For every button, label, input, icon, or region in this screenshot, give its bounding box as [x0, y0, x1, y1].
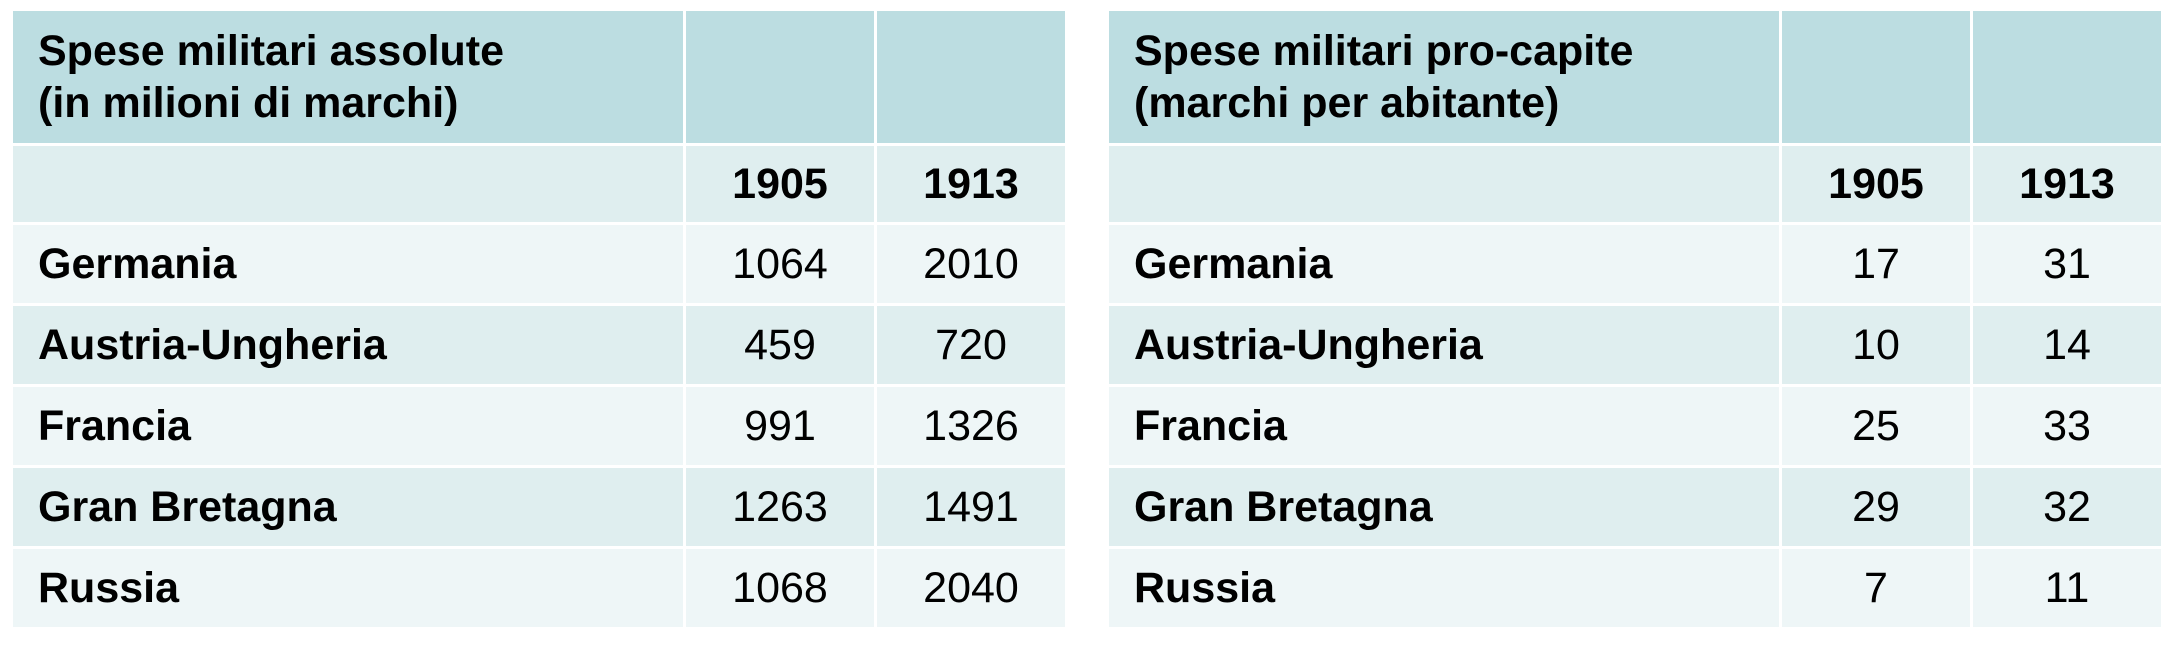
value-1913: 2010 — [877, 225, 1065, 303]
empty-header-cell — [1973, 11, 2161, 143]
table-row: Francia 991 1326 — [13, 387, 1065, 465]
table-row: Gran Bretagna 1263 1491 — [13, 468, 1065, 546]
value-1905: 991 — [686, 387, 874, 465]
country-name: Russia — [1109, 549, 1779, 627]
value-1905: 29 — [1782, 468, 1970, 546]
value-1913: 11 — [1973, 549, 2161, 627]
empty-year-label-cell — [1109, 146, 1779, 222]
table-subtitle-line: (in milioni di marchi) — [38, 79, 459, 127]
table-title-line: Spese militari assolute — [38, 27, 505, 75]
empty-header-cell — [877, 11, 1065, 143]
value-1905: 25 — [1782, 387, 1970, 465]
country-name: Francia — [13, 387, 683, 465]
table-title: Spese militari pro-capite (marchi per ab… — [1109, 11, 1779, 143]
table-title-row: Spese militari assolute (in milioni di m… — [13, 11, 1065, 143]
year-header-1905: 1905 — [1782, 146, 1970, 222]
country-name: Austria-Ungheria — [1109, 306, 1779, 384]
value-1905: 17 — [1782, 225, 1970, 303]
country-name: Germania — [1109, 225, 1779, 303]
empty-header-cell — [686, 11, 874, 143]
table-row: Germania 1064 2010 — [13, 225, 1065, 303]
empty-header-cell — [1782, 11, 1970, 143]
table-subtitle-line: (marchi per abitante) — [1134, 79, 1560, 127]
year-header-row: 1905 1913 — [1109, 146, 2161, 222]
value-1913: 1326 — [877, 387, 1065, 465]
table-row: Russia 7 11 — [1109, 549, 2161, 627]
table-title-row: Spese militari pro-capite (marchi per ab… — [1109, 11, 2161, 143]
value-1913: 31 — [1973, 225, 2161, 303]
per-capita-spending-table: Spese militari pro-capite (marchi per ab… — [1106, 8, 2164, 630]
value-1913: 14 — [1973, 306, 2161, 384]
empty-year-label-cell — [13, 146, 683, 222]
value-1913: 1491 — [877, 468, 1065, 546]
table-title-line: Spese militari pro-capite — [1134, 27, 1634, 75]
value-1913: 33 — [1973, 387, 2161, 465]
value-1913: 32 — [1973, 468, 2161, 546]
country-name: Austria-Ungheria — [13, 306, 683, 384]
value-1905: 1064 — [686, 225, 874, 303]
country-name: Gran Bretagna — [13, 468, 683, 546]
table-row: Francia 25 33 — [1109, 387, 2161, 465]
table-row: Austria-Ungheria 459 720 — [13, 306, 1065, 384]
table-title: Spese militari assolute (in milioni di m… — [13, 11, 683, 143]
table-row: Austria-Ungheria 10 14 — [1109, 306, 2161, 384]
value-1905: 10 — [1782, 306, 1970, 384]
value-1905: 1263 — [686, 468, 874, 546]
year-header-1913: 1913 — [1973, 146, 2161, 222]
value-1905: 7 — [1782, 549, 1970, 627]
value-1913: 720 — [877, 306, 1065, 384]
year-header-1913: 1913 — [877, 146, 1065, 222]
value-1905: 1068 — [686, 549, 874, 627]
table-row: Gran Bretagna 29 32 — [1109, 468, 2161, 546]
value-1913: 2040 — [877, 549, 1065, 627]
table-row: Germania 17 31 — [1109, 225, 2161, 303]
value-1905: 459 — [686, 306, 874, 384]
country-name: Germania — [13, 225, 683, 303]
country-name: Francia — [1109, 387, 1779, 465]
absolute-spending-table: Spese militari assolute (in milioni di m… — [10, 8, 1068, 630]
year-header-1905: 1905 — [686, 146, 874, 222]
year-header-row: 1905 1913 — [13, 146, 1065, 222]
country-name: Russia — [13, 549, 683, 627]
country-name: Gran Bretagna — [1109, 468, 1779, 546]
table-row: Russia 1068 2040 — [13, 549, 1065, 627]
